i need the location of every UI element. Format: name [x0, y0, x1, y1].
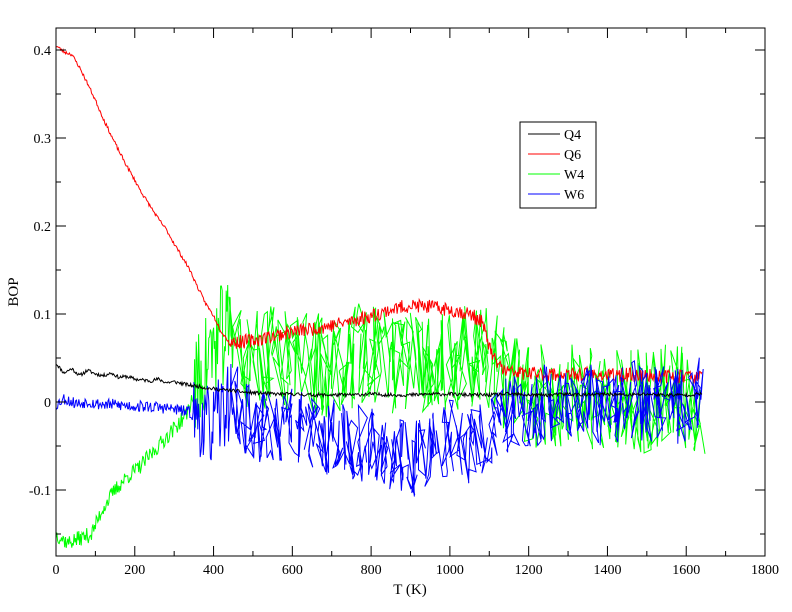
x-tick-label: 1800 — [751, 563, 779, 578]
series-line-q6 — [55, 46, 703, 385]
x-tick-label: 1600 — [672, 563, 700, 578]
x-tick-label: 600 — [282, 563, 303, 578]
x-axis: 0 200 400 600 800 1000 1200 1400 1600 1800 — [53, 28, 779, 578]
x-tick-label: 1400 — [593, 563, 621, 578]
x-tick-label: 1200 — [515, 563, 543, 578]
x-tick-label: 1000 — [436, 563, 464, 578]
series-layer — [55, 46, 706, 548]
legend-label-q4: Q4 — [564, 128, 581, 143]
legend-label-q6: Q6 — [564, 148, 581, 163]
y-tick-label: 0.4 — [34, 44, 52, 59]
y-axis: -0.1 0 0.1 0.2 0.3 0.4 — [29, 44, 765, 535]
legend-label-w6: W6 — [564, 188, 584, 203]
series-line-w6 — [55, 357, 704, 497]
y-tick-label: 0.3 — [34, 132, 52, 147]
x-tick-label: 200 — [124, 563, 145, 578]
legend-label-w4: W4 — [564, 168, 584, 183]
legend-box — [519, 121, 597, 209]
x-tick-label: 800 — [361, 563, 382, 578]
x-axis-label: T (K) — [393, 582, 426, 598]
y-tick-label: 0 — [44, 396, 51, 411]
y-tick-label: -0.1 — [29, 484, 51, 499]
y-tick-label: 0.2 — [34, 220, 52, 235]
legend: Q4 Q6 W4 W6 — [519, 121, 597, 209]
y-axis-label: BOP — [6, 277, 22, 306]
x-tick-label: 400 — [203, 563, 224, 578]
y-tick-label: 0.1 — [34, 308, 52, 323]
series-line-q4 — [55, 363, 703, 399]
x-tick-label: 0 — [53, 563, 60, 578]
